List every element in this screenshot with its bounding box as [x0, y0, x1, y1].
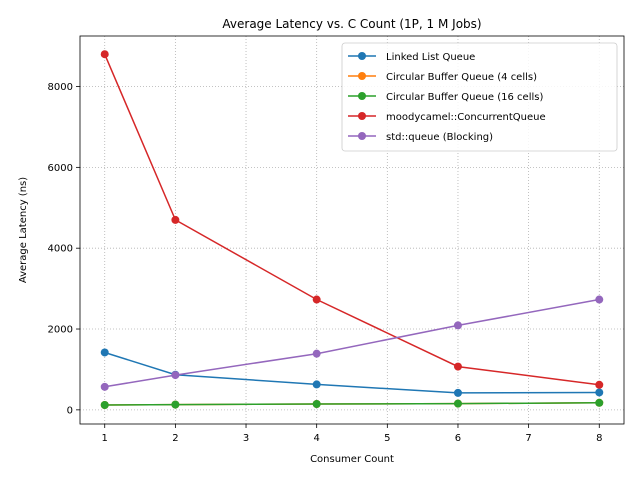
legend-label: Circular Buffer Queue (4 cells) — [386, 72, 537, 83]
x-axis-ticks: 1 2 3 4 5 6 7 8 — [102, 424, 602, 444]
series-line — [104, 351, 600, 394]
chart-title: Average Latency vs. C Count (1P, 1 M Job… — [222, 17, 481, 31]
series-2 — [100, 398, 604, 410]
data-point — [595, 295, 604, 304]
legend-item: std::queue (Blocking) — [348, 132, 493, 143]
x-tick-label: 1 — [102, 433, 108, 444]
data-point — [171, 215, 180, 224]
legend-item: Circular Buffer Queue (4 cells) — [348, 72, 537, 83]
series-4 — [100, 295, 604, 391]
plot-area-frame — [79, 35, 625, 425]
data-point — [100, 348, 109, 357]
data-point — [100, 401, 109, 410]
legend-label: moodycamel::ConcurrentQueue — [386, 112, 546, 123]
legend-marker — [358, 52, 366, 60]
series-3 — [100, 50, 604, 389]
legend-marker — [358, 112, 366, 120]
x-tick-label: 8 — [596, 433, 602, 444]
data-point — [312, 399, 321, 408]
y-tick-label: 4000 — [48, 244, 73, 255]
data-point — [453, 321, 462, 330]
legend-item: Linked List Queue — [348, 52, 475, 63]
data-point — [312, 295, 321, 304]
x-axis-label: Consumer Count — [310, 454, 394, 465]
legend-label: Linked List Queue — [386, 52, 475, 63]
legend-item: Circular Buffer Queue (16 cells) — [348, 92, 543, 103]
legend-label: Circular Buffer Queue (16 cells) — [386, 92, 543, 103]
series-0 — [100, 348, 604, 397]
x-tick-label: 2 — [172, 433, 178, 444]
legend-marker — [358, 92, 366, 100]
legend-marker — [358, 72, 366, 80]
data-point — [453, 388, 462, 397]
y-axis-label: Average Latency (ns) — [18, 177, 29, 283]
data-point — [453, 362, 462, 371]
x-tick-label: 4 — [313, 433, 319, 444]
x-tick-label: 7 — [525, 433, 531, 444]
y-tick-label: 2000 — [48, 325, 73, 336]
legend-marker — [358, 132, 366, 140]
legend-label: std::queue (Blocking) — [386, 132, 493, 143]
y-tick-label: 0 — [67, 405, 73, 416]
data-point — [312, 380, 321, 389]
data-point — [595, 388, 604, 397]
legend-box — [341, 42, 618, 152]
data-point — [595, 380, 604, 389]
series-layer — [100, 50, 604, 410]
y-tick-label: 8000 — [48, 82, 73, 93]
data-point — [100, 50, 109, 59]
y-axis-ticks: 0 2000 4000 6000 8000 — [48, 82, 80, 416]
data-point — [312, 349, 321, 358]
legend-item: moodycamel::ConcurrentQueue — [348, 112, 546, 123]
data-point — [171, 371, 180, 380]
x-tick-label: 6 — [455, 433, 461, 444]
data-point — [171, 400, 180, 409]
data-point — [595, 398, 604, 407]
data-point — [453, 399, 462, 408]
y-tick-label: 6000 — [48, 163, 73, 174]
x-tick-label: 3 — [243, 433, 249, 444]
x-tick-label: 5 — [384, 433, 390, 444]
legend: Linked List Queue Circular Buffer Queue (… — [341, 42, 618, 152]
data-point — [100, 382, 109, 391]
